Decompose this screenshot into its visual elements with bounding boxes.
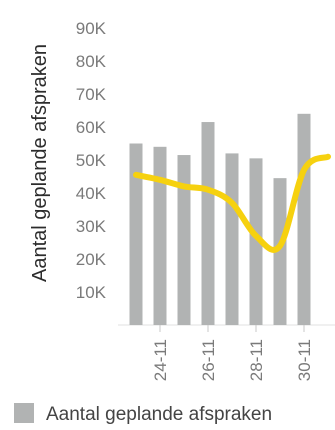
y-tick-label: 60K [76,118,107,137]
x-tick-label: 28-11 [247,339,266,381]
bar [225,153,239,325]
line [133,153,331,253]
x-tick-label: 30-11 [295,339,314,381]
bar [273,178,287,325]
bar [153,146,167,325]
y-tick-label: 80K [76,52,107,71]
y-tick-label: 40K [76,184,107,203]
x-axis: 24-11 26-11 28-11 30-11 [151,325,314,381]
legend: Aantal geplande afspraken [14,403,272,425]
bar [201,122,215,325]
y-axis: 10K 20K 30K 40K 50K 60K 70K 80K 90K [76,19,107,302]
y-tick-label: 50K [76,151,107,170]
y-tick-label: 10K [76,283,107,302]
bar [249,158,263,325]
bar [177,155,191,325]
y-tick-label: 20K [76,250,107,269]
bar [129,143,143,325]
bar-series [129,113,311,325]
y-tick-label: 90K [76,19,107,38]
legend-label: Aantal geplande afspraken [46,404,272,425]
x-tick-label: 26-11 [199,339,218,381]
legend-swatch [14,403,34,423]
y-tick-label: 70K [76,85,107,104]
bar [297,113,311,325]
x-tick-label: 24-11 [151,339,170,381]
y-axis-title: Aantal geplande afspraken [29,44,51,282]
line-series [133,153,331,253]
y-tick-label: 30K [76,217,107,236]
